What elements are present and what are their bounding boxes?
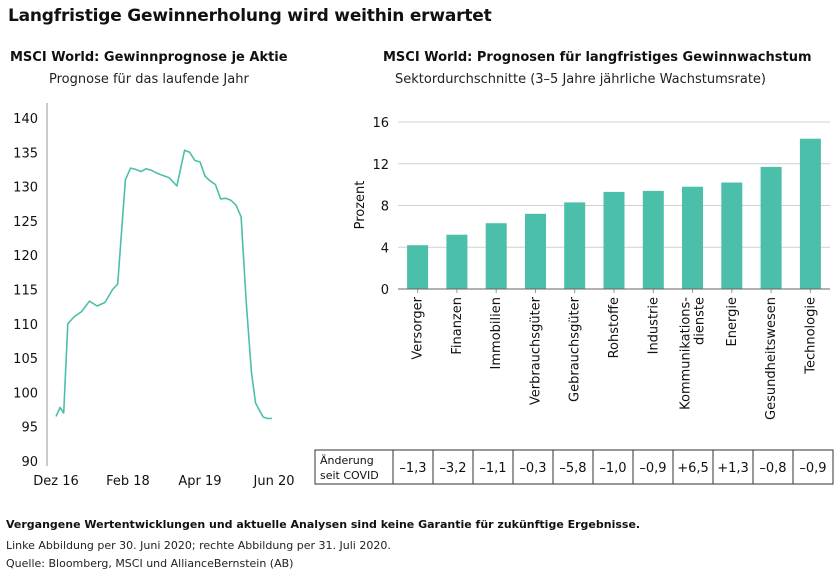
bar xyxy=(760,166,782,289)
category-label: Gesundheitswesen xyxy=(764,297,779,420)
category-label: Technologie xyxy=(803,297,818,375)
category-label: Kommunikations- xyxy=(679,297,694,410)
category-label: Gebrauchsgüter xyxy=(568,296,583,402)
change-table xyxy=(314,449,834,485)
y-tick-label: 115 xyxy=(13,284,38,299)
y-tick-label: 110 xyxy=(13,318,38,333)
category-label: Versorger xyxy=(411,296,426,359)
footnote-disclaimer: Vergangene Wertentwicklungen und aktuell… xyxy=(6,518,641,531)
category-label: Finanzen xyxy=(450,297,465,355)
bar xyxy=(485,223,507,289)
x-tick-label: Dez 16 xyxy=(33,474,79,489)
bar xyxy=(446,234,468,289)
y-axis-label: Prozent xyxy=(353,181,368,230)
y-tick-label: 120 xyxy=(13,249,38,264)
x-tick-label: Apr 19 xyxy=(178,474,221,489)
table-value: –1,1 xyxy=(479,461,506,476)
category-label: dienste xyxy=(693,297,708,345)
table-value: –1,0 xyxy=(599,461,626,476)
table-value: +6,5 xyxy=(677,461,709,476)
bar xyxy=(525,213,546,289)
y-tick-label: 8 xyxy=(381,200,389,215)
bar xyxy=(682,186,703,289)
table-value: –0,9 xyxy=(639,461,666,476)
y-tick-label: 140 xyxy=(13,112,38,127)
table-row-label: Änderung xyxy=(320,454,374,467)
table-value: –5,8 xyxy=(559,461,586,476)
category-label: Rohstoffe xyxy=(607,297,622,358)
category-label: Immobilien xyxy=(489,297,504,369)
y-tick-label: 95 xyxy=(21,421,38,436)
bar xyxy=(564,202,586,289)
table-row-label: seit COVID xyxy=(320,469,379,482)
y-tick-label: 100 xyxy=(13,386,38,401)
y-tick-label: 130 xyxy=(13,181,38,196)
bar xyxy=(407,245,429,289)
category-label: Industrie xyxy=(646,297,661,354)
category-label: Verbrauchsgüter xyxy=(529,296,544,405)
y-tick-label: 90 xyxy=(21,455,38,470)
x-tick-label: Jun 20 xyxy=(253,474,295,489)
y-tick-label: 135 xyxy=(13,146,38,161)
table-value: +1,3 xyxy=(717,461,749,476)
bar xyxy=(721,182,743,289)
table-value: –1,3 xyxy=(399,461,426,476)
left-chart-title: MSCI World: Gewinnprognose je Aktie xyxy=(10,50,288,65)
left-chart-subtitle: Prognose für das laufende Jahr xyxy=(49,72,249,87)
bar xyxy=(642,190,664,289)
table-value: –0,9 xyxy=(799,461,826,476)
right-chart-title: MSCI World: Prognosen für langfristiges … xyxy=(383,50,812,65)
footnote-dates: Linke Abbildung per 30. Juni 2020; recht… xyxy=(6,539,391,552)
main-title: Langfristige Gewinnerholung wird weithin… xyxy=(8,6,492,26)
y-tick-label: 105 xyxy=(13,352,38,367)
y-tick-label: 0 xyxy=(381,283,389,298)
right-chart-subtitle: Sektordurchschnitte (3–5 Jahre jährliche… xyxy=(395,72,766,87)
y-tick-label: 4 xyxy=(381,241,389,256)
table-value: –3,2 xyxy=(439,461,466,476)
y-tick-label: 16 xyxy=(372,116,389,131)
x-tick-label: Feb 18 xyxy=(106,474,150,489)
table-value: –0,3 xyxy=(519,461,546,476)
y-tick-label: 12 xyxy=(372,158,389,173)
bar xyxy=(799,138,821,289)
y-tick-label: 125 xyxy=(13,215,38,230)
table-value: –0,8 xyxy=(759,461,786,476)
footnote-source: Quelle: Bloomberg, MSCI und AllianceBern… xyxy=(6,557,294,570)
category-label: Energie xyxy=(725,297,740,346)
eps-series-line xyxy=(55,149,272,420)
bar xyxy=(603,191,625,289)
